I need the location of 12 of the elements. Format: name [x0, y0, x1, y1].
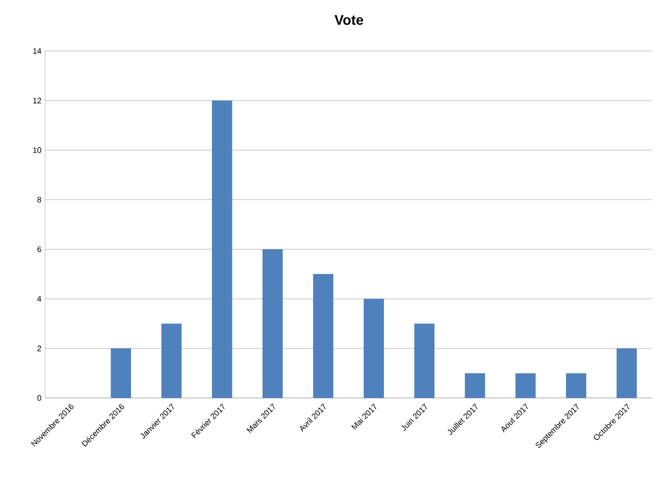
- bar: [110, 348, 131, 398]
- bar: [364, 298, 384, 398]
- bar: [161, 324, 182, 398]
- bar: [464, 373, 486, 398]
- bar: [212, 100, 232, 398]
- bar: [414, 324, 434, 398]
- bar: [262, 249, 283, 398]
- bar: [313, 274, 334, 398]
- bar: [616, 348, 637, 398]
- bar: [566, 373, 586, 398]
- bar: [515, 373, 536, 398]
- chart-title: Vote: [334, 15, 364, 25]
